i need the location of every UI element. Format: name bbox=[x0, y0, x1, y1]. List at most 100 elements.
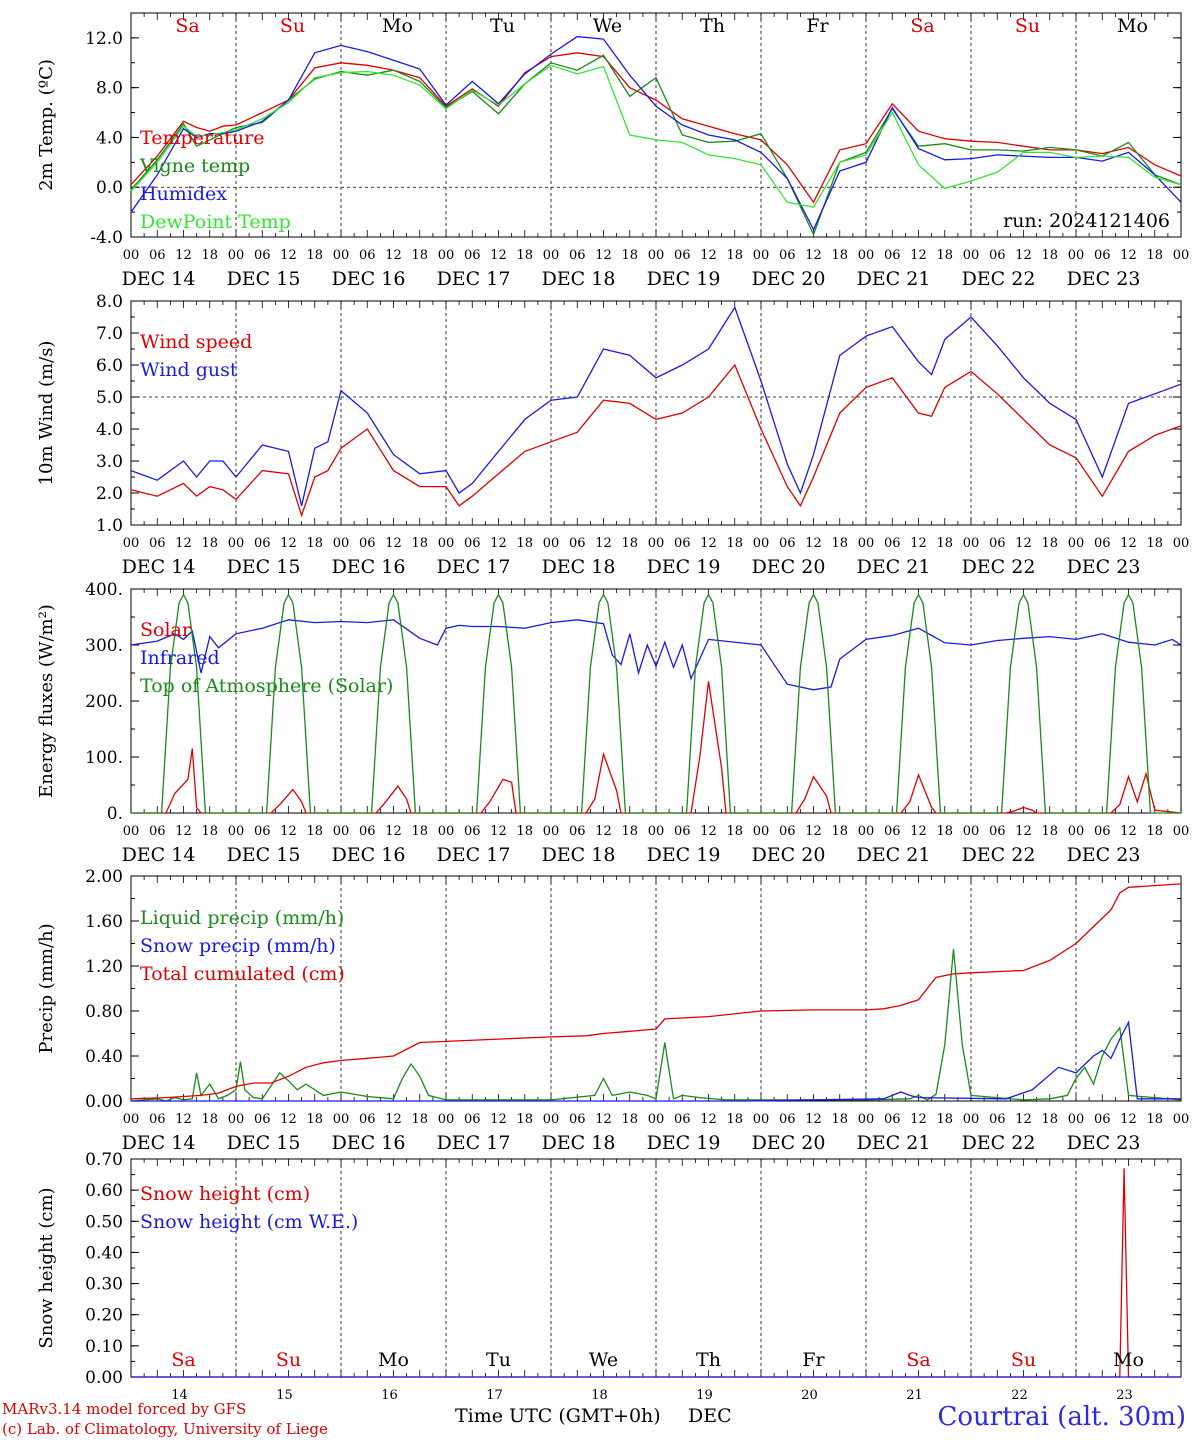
x-hour-label: 06 bbox=[149, 248, 166, 263]
x-hour-label: 00 bbox=[543, 1112, 560, 1127]
weekday-label: Mo bbox=[382, 15, 413, 37]
x-date-label: DEC 15 bbox=[227, 268, 301, 290]
x-hour-label: 18 bbox=[726, 1112, 743, 1127]
x-hour-label: 12 bbox=[700, 824, 717, 839]
x-hour-label: 12 bbox=[1015, 536, 1032, 551]
legend-entry: Snow height (cm) bbox=[140, 1183, 310, 1205]
x-hour-label: 12 bbox=[175, 1112, 192, 1127]
x-hour-label: 12 bbox=[700, 536, 717, 551]
x-hour-label: 12 bbox=[490, 1112, 507, 1127]
x-hour-label: 06 bbox=[149, 1112, 166, 1127]
x-hour-label: 00 bbox=[648, 824, 665, 839]
y-tick-label: 2.00 bbox=[85, 867, 123, 887]
day-number-label: 15 bbox=[276, 1388, 293, 1403]
x-hour-label: 06 bbox=[1094, 536, 1111, 551]
x-hour-label: 18 bbox=[201, 1112, 218, 1127]
y-tick-label: 2.0 bbox=[96, 484, 123, 504]
x-hour-label: 00 bbox=[963, 1112, 980, 1127]
weekday-label: We bbox=[593, 15, 622, 37]
x-hour-label: 12 bbox=[175, 824, 192, 839]
x-hour-label: 18 bbox=[1146, 824, 1163, 839]
x-hour-label: 00 bbox=[858, 536, 875, 551]
legend-entry: Solar bbox=[140, 619, 192, 641]
y-tick-label: 0.80 bbox=[85, 1002, 123, 1022]
run-annotation: run: 2024121406 bbox=[1003, 210, 1170, 232]
x-hour-label: 18 bbox=[306, 536, 323, 551]
x-hour-label: 00 bbox=[858, 248, 875, 263]
weekday-label: Th bbox=[700, 15, 725, 37]
weekday-label: Mo bbox=[1117, 15, 1148, 37]
y-tick-label: 6.0 bbox=[96, 356, 123, 376]
x-date-label: DEC 23 bbox=[1067, 844, 1141, 866]
x-hour-label: 18 bbox=[621, 248, 638, 263]
x-date-label: DEC 17 bbox=[437, 1132, 511, 1154]
x-hour-label: 00 bbox=[648, 1112, 665, 1127]
x-date-label: DEC 20 bbox=[752, 556, 826, 578]
x-hour-label: 18 bbox=[1041, 248, 1058, 263]
x-hour-label: 18 bbox=[201, 248, 218, 263]
weekday-label: Su bbox=[1011, 1349, 1036, 1371]
weekday-label: Th bbox=[696, 1349, 721, 1371]
x-hour-label: 00 bbox=[123, 824, 140, 839]
x-hour-label: 18 bbox=[306, 824, 323, 839]
x-hour-label: 12 bbox=[1120, 248, 1137, 263]
x-hour-label: 12 bbox=[805, 248, 822, 263]
x-date-label: DEC 18 bbox=[542, 268, 616, 290]
x-hour-label: 06 bbox=[359, 536, 376, 551]
weekday-label: Su bbox=[1015, 15, 1040, 37]
x-hour-label: 00 bbox=[228, 536, 245, 551]
x-hour-label: 06 bbox=[989, 1112, 1006, 1127]
x-hour-label: 18 bbox=[1146, 248, 1163, 263]
x-hour-label: 18 bbox=[936, 1112, 953, 1127]
y-tick-label: 0. bbox=[107, 804, 123, 824]
x-hour-label: 00 bbox=[963, 248, 980, 263]
weekday-label: Fr bbox=[806, 15, 829, 37]
series-line-wind-gust bbox=[130, 305, 1182, 506]
x-date-label: DEC 17 bbox=[437, 556, 511, 578]
y-tick-label: 5.0 bbox=[96, 388, 123, 408]
x-date-label: DEC 21 bbox=[857, 556, 931, 578]
weekday-label: Tu bbox=[486, 1349, 511, 1371]
day-number-label: 16 bbox=[381, 1388, 398, 1403]
x-hour-label: 00 bbox=[1173, 824, 1190, 839]
y-tick-label: 0.10 bbox=[85, 1337, 123, 1357]
panel-frame bbox=[130, 300, 1182, 526]
legend-entry: Temperature bbox=[140, 127, 264, 149]
x-hour-label: 00 bbox=[543, 536, 560, 551]
x-hour-label: 06 bbox=[569, 536, 586, 551]
series-line-total-cumulated-cm- bbox=[130, 883, 1182, 1100]
x-hour-label: 12 bbox=[595, 536, 612, 551]
x-hour-label: 06 bbox=[359, 248, 376, 263]
x-hour-label: 00 bbox=[1173, 248, 1190, 263]
x-hour-label: 06 bbox=[149, 824, 166, 839]
legend-entry: Snow height (cm W.E.) bbox=[140, 1211, 358, 1233]
x-hour-label: 00 bbox=[123, 1112, 140, 1127]
x-hour-label: 12 bbox=[490, 536, 507, 551]
weekday-label: Sa bbox=[910, 15, 934, 37]
y-axis-label: 2m Temp. (ºC) bbox=[36, 59, 57, 191]
x-date-label: DEC 21 bbox=[857, 844, 931, 866]
legend-entry: Top of Atmosphere (Solar) bbox=[140, 675, 393, 697]
x-hour-label: 00 bbox=[1068, 536, 1085, 551]
x-date-label: DEC 20 bbox=[752, 268, 826, 290]
legend-entry: Infrared bbox=[140, 647, 220, 669]
y-tick-label: 8.0 bbox=[96, 79, 123, 99]
x-hour-label: 18 bbox=[621, 824, 638, 839]
x-date-label: DEC 18 bbox=[542, 844, 616, 866]
x-hour-label: 06 bbox=[884, 1112, 901, 1127]
x-hour-label: 12 bbox=[805, 536, 822, 551]
weekday-label: Su bbox=[276, 1349, 301, 1371]
day-number-label: 21 bbox=[906, 1388, 923, 1403]
x-hour-label: 18 bbox=[1041, 1112, 1058, 1127]
x-hour-label: 18 bbox=[831, 1112, 848, 1127]
x-hour-label: 06 bbox=[569, 248, 586, 263]
x-hour-label: 00 bbox=[123, 248, 140, 263]
x-date-label: DEC 15 bbox=[227, 844, 301, 866]
x-hour-label: 06 bbox=[674, 248, 691, 263]
x-hour-label: 06 bbox=[254, 248, 271, 263]
x-hour-label: 18 bbox=[411, 824, 428, 839]
series-line-humidex bbox=[130, 35, 1182, 231]
x-hour-label: 18 bbox=[201, 536, 218, 551]
x-hour-label: 12 bbox=[385, 1112, 402, 1127]
x-hour-label: 00 bbox=[753, 248, 770, 263]
